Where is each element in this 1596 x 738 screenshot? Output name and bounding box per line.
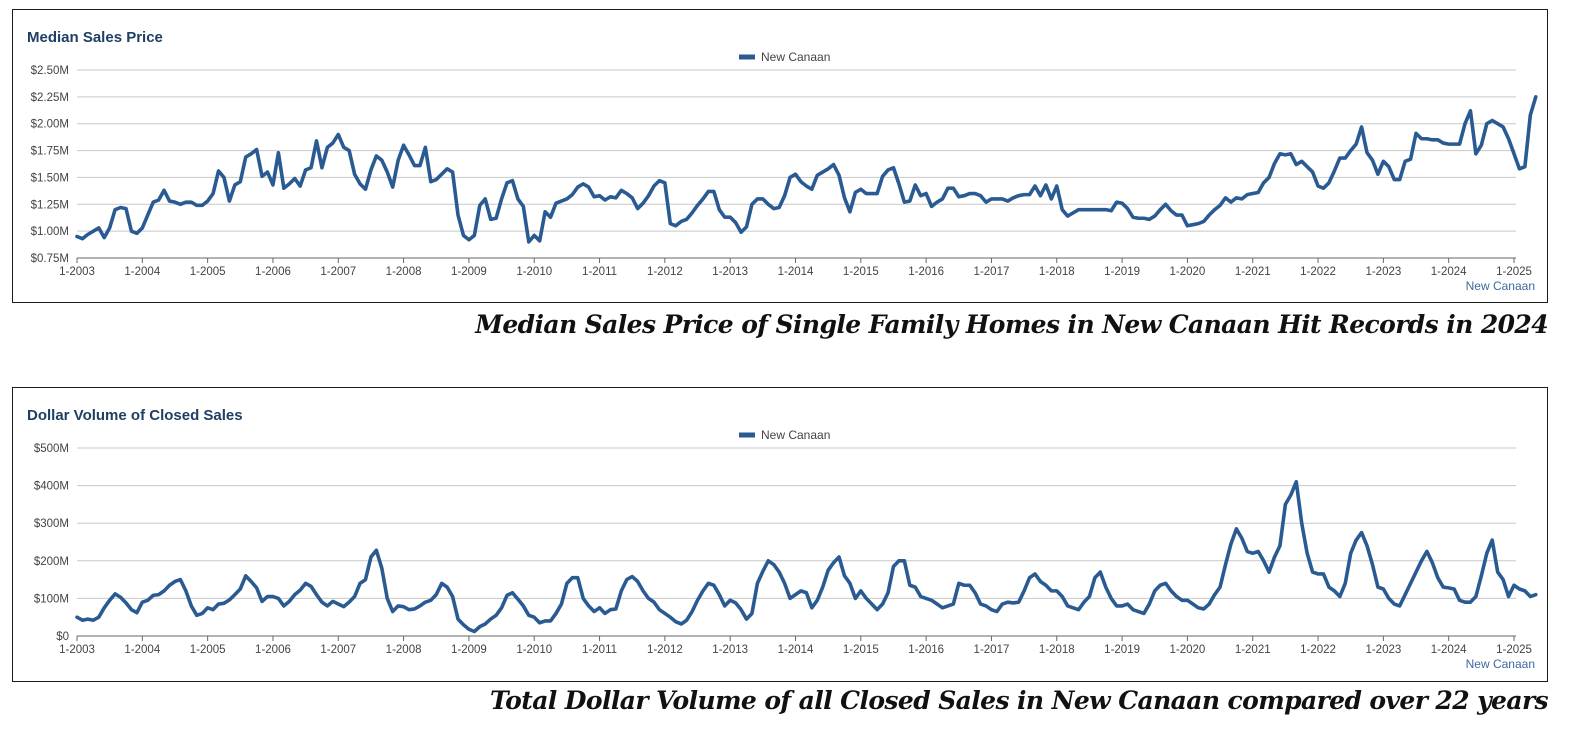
- median-price-x-tick-label: 1-2004: [124, 266, 160, 278]
- median-price-x-tick-label: 1-2012: [647, 266, 683, 278]
- dollar-volume-x-tick-label: 1-2025: [1496, 644, 1532, 656]
- dollar-volume-x-tick-label: 1-2020: [1170, 644, 1206, 656]
- dollar-volume-title: Dollar Volume of Closed Sales: [27, 407, 243, 424]
- dollar-volume-y-tick-label: $200M: [34, 556, 69, 568]
- median-price-x-tick-label: 1-2017: [974, 266, 1010, 278]
- dollar-volume-x-tick-label: 1-2016: [908, 644, 944, 656]
- dollar-volume-x-tick-label: 1-2024: [1431, 644, 1467, 656]
- median-price-chart: Median Sales Price New Canaan $0.75M $1.00M…: [27, 29, 1538, 293]
- median-price-x-tick-label: 1-2008: [386, 266, 422, 278]
- median-price-x-tick-label: 1-2007: [320, 266, 356, 278]
- median-price-x-tick-label: 1-2021: [1235, 266, 1271, 278]
- median-price-x-tick-label: 1-2016: [908, 266, 944, 278]
- median-price-x-tick-label: 1-2015: [843, 266, 879, 278]
- median-price-source-label: New Canaan: [1466, 279, 1535, 293]
- dollar-volume-x-tick-label: 1-2019: [1104, 644, 1140, 656]
- dollar-volume-series-line: [75, 480, 1538, 634]
- dollar-volume-x-tick-label: 1-2006: [255, 644, 291, 656]
- dollar-volume-y-tick-label: $500M: [34, 443, 69, 455]
- dollar-volume-y-tick-label: $0: [56, 631, 69, 643]
- dollar-volume-source-label: New Canaan: [1466, 657, 1535, 671]
- median-price-x-tick-label: 1-2006: [255, 266, 291, 278]
- median-price-x-tick-label: 1-2010: [516, 266, 552, 278]
- dollar-volume-x-tick-label: 1-2003: [59, 644, 95, 656]
- median-price-y-tick-label: $2.00M: [31, 119, 69, 131]
- dollar-volume-chart-panel: Dollar Volume of Closed Sales New Canaan $…: [12, 387, 1548, 682]
- median-price-y-tick-label: $1.50M: [31, 172, 69, 184]
- median-price-x-tick-label: 1-2020: [1170, 266, 1206, 278]
- median-price-x-tick-label: 1-2022: [1300, 266, 1336, 278]
- dollar-volume-x-tick-label: 1-2011: [582, 644, 617, 656]
- dollar-volume-x-tick-label: 1-2017: [974, 644, 1010, 656]
- median-price-x-tick-label: 1-2023: [1365, 266, 1401, 278]
- dollar-volume-y-tick-label: $100M: [34, 593, 69, 605]
- dollar-volume-legend-label: New Canaan: [761, 428, 830, 442]
- median-price-y-tick-label: $0.75M: [31, 253, 69, 265]
- dollar-volume-x-tick-label: 1-2015: [843, 644, 879, 656]
- dollar-volume-x-tick-label: 1-2004: [124, 644, 160, 656]
- median-price-y-tick-label: $1.75M: [31, 146, 69, 158]
- median-price-y-tick-label: $1.00M: [31, 226, 69, 238]
- dollar-volume-x-tick-label: 1-2013: [712, 644, 748, 656]
- dollar-volume-y-tick-label: $300M: [34, 518, 69, 530]
- dollar-volume-x-tick-label: 1-2012: [647, 644, 683, 656]
- dollar-volume-chart: Dollar Volume of Closed Sales New Canaan $…: [27, 407, 1538, 671]
- median-price-x-tick-label: 1-2011: [582, 266, 617, 278]
- median-price-title: Median Sales Price: [27, 29, 163, 46]
- median-price-x-tick-label: 1-2014: [778, 266, 814, 278]
- dollar-volume-caption: Total Dollar Volume of all Closed Sales …: [490, 686, 1549, 715]
- median-price-legend-label: New Canaan: [761, 50, 830, 64]
- median-price-x-tick-label: 1-2018: [1039, 266, 1075, 278]
- median-price-y-tick-label: $2.50M: [31, 65, 69, 77]
- dollar-volume-x-tick-label: 1-2005: [190, 644, 226, 656]
- median-price-x-tick-label: 1-2009: [451, 266, 487, 278]
- median-price-series-line: [75, 95, 1538, 244]
- median-price-x-tick-label: 1-2019: [1104, 266, 1140, 278]
- median-price-caption: Median Sales Price of Single Family Home…: [475, 310, 1548, 339]
- median-price-y-tick-label: $2.25M: [31, 92, 69, 104]
- dollar-volume-y-tick-label: $400M: [34, 481, 69, 493]
- median-price-y-tick-label: $1.25M: [31, 199, 69, 211]
- dollar-volume-x-tick-label: 1-2009: [451, 644, 487, 656]
- median-price-chart-panel: Median Sales Price New Canaan $0.75M $1.00M…: [12, 9, 1548, 303]
- dollar-volume-x-tick-label: 1-2008: [386, 644, 422, 656]
- dollar-volume-x-tick-label: 1-2010: [516, 644, 552, 656]
- median-price-x-tick-label: 1-2013: [712, 266, 748, 278]
- median-price-x-tick-label: 1-2024: [1431, 266, 1467, 278]
- dollar-volume-x-tick-label: 1-2022: [1300, 644, 1336, 656]
- dollar-volume-x-tick-label: 1-2018: [1039, 644, 1075, 656]
- median-price-x-tick-label: 1-2003: [59, 266, 95, 278]
- dollar-volume-x-tick-label: 1-2023: [1365, 644, 1401, 656]
- dollar-volume-x-tick-label: 1-2014: [778, 644, 814, 656]
- dollar-volume-x-tick-label: 1-2021: [1235, 644, 1271, 656]
- dollar-volume-x-tick-label: 1-2007: [320, 644, 356, 656]
- median-price-x-tick-label: 1-2005: [190, 266, 226, 278]
- median-price-x-tick-label: 1-2025: [1496, 266, 1532, 278]
